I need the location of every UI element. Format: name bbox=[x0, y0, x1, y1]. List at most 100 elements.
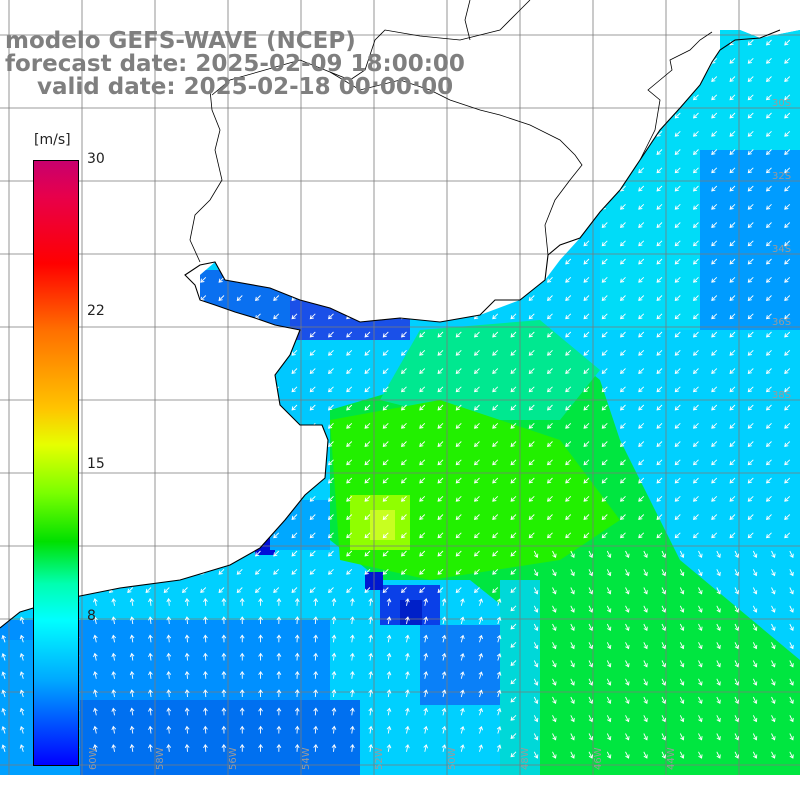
wind-arrow-head bbox=[766, 461, 771, 466]
wind-arrow bbox=[510, 422, 517, 429]
wind-arrow bbox=[479, 744, 482, 752]
wind-arrow-head bbox=[747, 315, 752, 320]
wind-arrow-head bbox=[716, 736, 721, 741]
wind-arrow bbox=[401, 550, 407, 557]
wind-arrow-head bbox=[716, 717, 721, 723]
wind-arrow bbox=[346, 368, 353, 374]
wind-arrow bbox=[309, 550, 316, 557]
wind-arrow-head bbox=[401, 515, 406, 520]
wind-arrow-head bbox=[528, 315, 533, 320]
wind-arrow-head bbox=[638, 187, 643, 192]
model-name: modelo GEFS-WAVE (NCEP) bbox=[5, 28, 356, 54]
wind-arrow bbox=[455, 532, 462, 539]
wind-arrow-head bbox=[419, 424, 424, 429]
wind-arrow-head bbox=[184, 689, 190, 694]
wind-arrow bbox=[437, 459, 444, 466]
wind-arrow-head bbox=[747, 479, 752, 484]
wind-arrow bbox=[200, 587, 207, 593]
wind-arrow-head bbox=[784, 351, 789, 356]
wind-arrow bbox=[784, 149, 791, 155]
wind-arrow-head bbox=[607, 699, 612, 705]
wind-arrow-head bbox=[620, 369, 625, 374]
wind-arrow-head bbox=[203, 616, 208, 621]
wind-arrow-head bbox=[693, 223, 698, 228]
wind-arrow-head bbox=[496, 726, 502, 731]
wind-arrow bbox=[328, 477, 334, 484]
wind-arrow bbox=[2, 744, 6, 752]
wind-arrow-head bbox=[203, 744, 208, 749]
wind-arrow-head bbox=[437, 424, 442, 429]
wind-arrow bbox=[583, 295, 590, 301]
wind-arrow bbox=[638, 185, 645, 192]
wind-arrow-head bbox=[674, 479, 679, 484]
wind-arrow-head bbox=[528, 351, 533, 356]
wind-arrow bbox=[528, 295, 535, 301]
wind-arrow-head bbox=[716, 644, 721, 650]
wind-arrow bbox=[309, 495, 316, 502]
wind-arrow bbox=[186, 689, 188, 698]
wind-arrow-head bbox=[753, 608, 758, 613]
wind-arrow-head bbox=[588, 699, 594, 705]
wind-arrow bbox=[419, 368, 426, 374]
wind-arrow bbox=[784, 349, 791, 356]
wind-arrow bbox=[406, 671, 409, 679]
wind-arrow-head bbox=[492, 369, 497, 374]
wind-arrow bbox=[711, 477, 718, 484]
wind-arrow-head bbox=[734, 608, 740, 613]
wind-arrow bbox=[711, 203, 718, 210]
wind-arrow bbox=[747, 94, 754, 101]
wind-arrow-head bbox=[510, 643, 515, 648]
wind-arrow bbox=[346, 331, 353, 338]
wind-arrow-head bbox=[309, 570, 314, 575]
wind-arrow-head bbox=[276, 616, 282, 621]
wind-arrow-head bbox=[656, 187, 661, 192]
wind-arrow-head bbox=[405, 671, 410, 676]
wind-arrow bbox=[346, 568, 353, 575]
wind-arrow bbox=[606, 660, 611, 667]
wind-arrow-head bbox=[784, 187, 789, 192]
wind-arrow bbox=[510, 714, 517, 721]
wind-arrow bbox=[364, 550, 371, 557]
wind-arrow-head bbox=[583, 424, 588, 429]
wind-arrow bbox=[752, 696, 757, 704]
wind-arrow bbox=[474, 477, 480, 484]
wind-arrow-head bbox=[711, 296, 716, 301]
wind-arrow bbox=[401, 331, 407, 338]
wind-arrow bbox=[382, 532, 389, 539]
wind-arrow-head bbox=[328, 406, 333, 411]
wind-arrow bbox=[437, 532, 444, 539]
wind-arrow bbox=[620, 258, 626, 265]
wind-arrow-head bbox=[789, 626, 794, 632]
wind-arrow-head bbox=[291, 570, 296, 575]
wind-arrow-head bbox=[478, 634, 484, 640]
wind-arrow-head bbox=[588, 681, 594, 686]
wind-arrow bbox=[734, 696, 739, 704]
wind-arrow-head bbox=[510, 315, 515, 320]
wind-arrow-head bbox=[474, 351, 479, 356]
wind-arrow-head bbox=[753, 553, 758, 559]
wind-arrow bbox=[601, 404, 608, 411]
wind-arrow bbox=[789, 696, 794, 704]
wind-arrow-head bbox=[693, 333, 698, 338]
wind-arrow bbox=[601, 240, 608, 247]
wind-arrow bbox=[112, 653, 115, 661]
wind-arrow bbox=[625, 587, 630, 594]
wind-arrow bbox=[236, 587, 243, 593]
wind-arrow-head bbox=[766, 96, 771, 101]
wind-arrow-head bbox=[716, 553, 721, 559]
wind-arrow bbox=[291, 550, 298, 557]
wind-arrow-head bbox=[528, 406, 533, 411]
wind-arrow bbox=[698, 623, 703, 631]
wind-arrow-head bbox=[607, 553, 612, 559]
wind-arrow bbox=[656, 276, 663, 283]
wind-arrow bbox=[533, 550, 538, 558]
wind-arrow bbox=[729, 477, 736, 484]
wind-arrow bbox=[729, 532, 736, 539]
wind-arrow bbox=[620, 276, 626, 283]
wind-arrow bbox=[112, 726, 115, 734]
wind-arrow bbox=[656, 203, 663, 210]
wind-arrow bbox=[460, 671, 464, 679]
wind-arrow bbox=[112, 708, 115, 716]
wind-arrow-head bbox=[693, 515, 698, 520]
wind-arrow bbox=[455, 495, 462, 502]
